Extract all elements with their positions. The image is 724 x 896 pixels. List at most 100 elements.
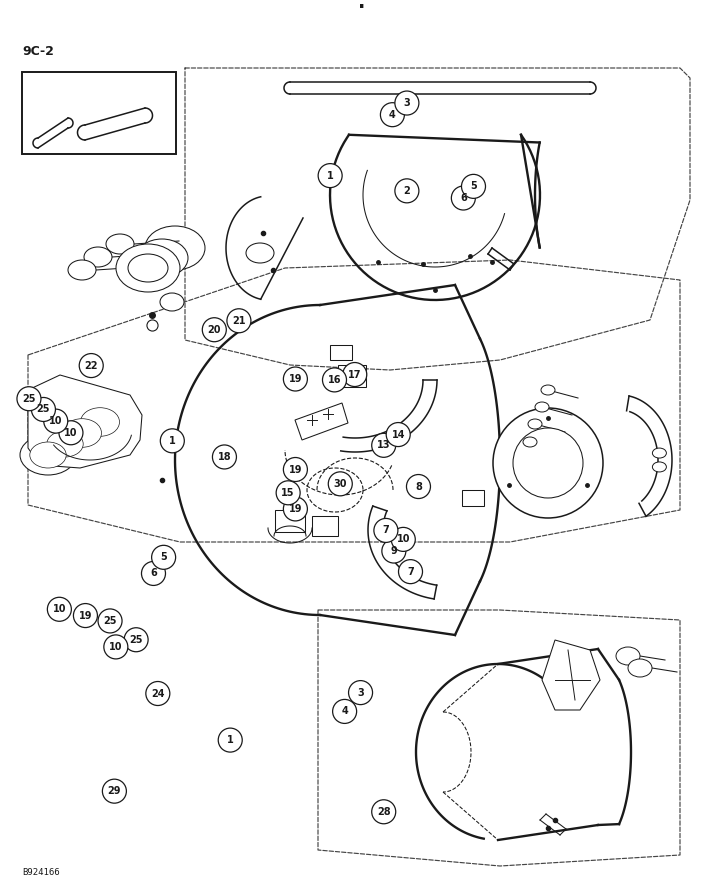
Text: 17: 17 bbox=[348, 369, 361, 380]
Polygon shape bbox=[28, 375, 142, 468]
Circle shape bbox=[276, 481, 300, 504]
FancyBboxPatch shape bbox=[462, 490, 484, 506]
Text: 10: 10 bbox=[64, 427, 77, 438]
Text: 9: 9 bbox=[390, 546, 397, 556]
Circle shape bbox=[146, 682, 170, 705]
Ellipse shape bbox=[70, 400, 130, 444]
Text: 10: 10 bbox=[53, 604, 66, 615]
Circle shape bbox=[380, 103, 405, 126]
Ellipse shape bbox=[145, 226, 205, 270]
Circle shape bbox=[374, 519, 398, 542]
Ellipse shape bbox=[106, 234, 134, 254]
Circle shape bbox=[371, 800, 396, 823]
Ellipse shape bbox=[20, 435, 76, 475]
Ellipse shape bbox=[652, 448, 666, 458]
Circle shape bbox=[348, 681, 373, 704]
Circle shape bbox=[451, 186, 476, 210]
Circle shape bbox=[47, 598, 72, 621]
Circle shape bbox=[322, 368, 347, 392]
Circle shape bbox=[283, 367, 308, 391]
Circle shape bbox=[513, 428, 583, 498]
Circle shape bbox=[382, 539, 406, 563]
FancyBboxPatch shape bbox=[338, 365, 366, 387]
Ellipse shape bbox=[62, 418, 101, 447]
Ellipse shape bbox=[523, 437, 537, 447]
Polygon shape bbox=[295, 403, 348, 440]
Text: 10: 10 bbox=[397, 534, 410, 545]
Ellipse shape bbox=[47, 431, 83, 457]
FancyBboxPatch shape bbox=[275, 510, 305, 532]
Text: 22: 22 bbox=[85, 360, 98, 371]
Circle shape bbox=[398, 560, 423, 583]
Circle shape bbox=[283, 458, 308, 481]
Text: 6: 6 bbox=[460, 193, 467, 203]
Ellipse shape bbox=[246, 243, 274, 263]
Ellipse shape bbox=[128, 254, 168, 282]
Text: 15: 15 bbox=[282, 487, 295, 498]
Circle shape bbox=[124, 628, 148, 651]
Text: 24: 24 bbox=[151, 688, 164, 699]
Text: 1: 1 bbox=[227, 735, 234, 745]
Circle shape bbox=[102, 780, 127, 803]
Text: 8: 8 bbox=[415, 481, 422, 492]
Circle shape bbox=[31, 398, 56, 421]
Text: 28: 28 bbox=[377, 806, 390, 817]
Ellipse shape bbox=[84, 247, 112, 267]
Text: 4: 4 bbox=[341, 706, 348, 717]
Text: 25: 25 bbox=[130, 634, 143, 645]
Text: 25: 25 bbox=[37, 404, 50, 415]
Text: 6: 6 bbox=[150, 568, 157, 579]
FancyBboxPatch shape bbox=[22, 72, 176, 154]
Circle shape bbox=[218, 728, 243, 752]
Circle shape bbox=[371, 434, 396, 457]
Text: 7: 7 bbox=[407, 566, 414, 577]
Text: 19: 19 bbox=[289, 374, 302, 384]
FancyBboxPatch shape bbox=[312, 516, 338, 536]
Text: 18: 18 bbox=[218, 452, 231, 462]
FancyBboxPatch shape bbox=[330, 345, 352, 360]
Circle shape bbox=[328, 472, 353, 495]
Circle shape bbox=[79, 354, 104, 377]
Ellipse shape bbox=[541, 385, 555, 395]
Circle shape bbox=[406, 475, 431, 498]
Text: 7: 7 bbox=[382, 525, 390, 536]
Ellipse shape bbox=[68, 260, 96, 280]
Circle shape bbox=[395, 179, 419, 202]
Ellipse shape bbox=[52, 411, 112, 455]
Text: 19: 19 bbox=[289, 464, 302, 475]
Polygon shape bbox=[542, 640, 600, 710]
Text: 30: 30 bbox=[334, 478, 347, 489]
Ellipse shape bbox=[652, 462, 666, 472]
Text: 14: 14 bbox=[392, 429, 405, 440]
Text: 1: 1 bbox=[169, 435, 176, 446]
Text: 1: 1 bbox=[327, 170, 334, 181]
Circle shape bbox=[395, 91, 419, 115]
Circle shape bbox=[202, 318, 227, 341]
Ellipse shape bbox=[535, 402, 549, 412]
Text: 29: 29 bbox=[108, 786, 121, 797]
Circle shape bbox=[98, 609, 122, 633]
Text: 16: 16 bbox=[328, 375, 341, 385]
Circle shape bbox=[104, 635, 128, 659]
Circle shape bbox=[17, 387, 41, 410]
Circle shape bbox=[43, 409, 68, 433]
Circle shape bbox=[391, 528, 416, 551]
Text: 21: 21 bbox=[232, 315, 245, 326]
Text: 19: 19 bbox=[289, 504, 302, 514]
Text: 5: 5 bbox=[160, 552, 167, 563]
Text: 19: 19 bbox=[79, 610, 92, 621]
Ellipse shape bbox=[628, 659, 652, 677]
Text: 20: 20 bbox=[208, 324, 221, 335]
Circle shape bbox=[160, 429, 185, 452]
Text: B924166: B924166 bbox=[22, 868, 59, 877]
Text: 10: 10 bbox=[109, 642, 122, 652]
Circle shape bbox=[493, 408, 603, 518]
Circle shape bbox=[342, 363, 367, 386]
Ellipse shape bbox=[37, 424, 93, 464]
Text: 3: 3 bbox=[403, 98, 411, 108]
Ellipse shape bbox=[116, 244, 180, 292]
Circle shape bbox=[212, 445, 237, 469]
Circle shape bbox=[141, 562, 166, 585]
Ellipse shape bbox=[616, 647, 640, 665]
Circle shape bbox=[73, 604, 98, 627]
